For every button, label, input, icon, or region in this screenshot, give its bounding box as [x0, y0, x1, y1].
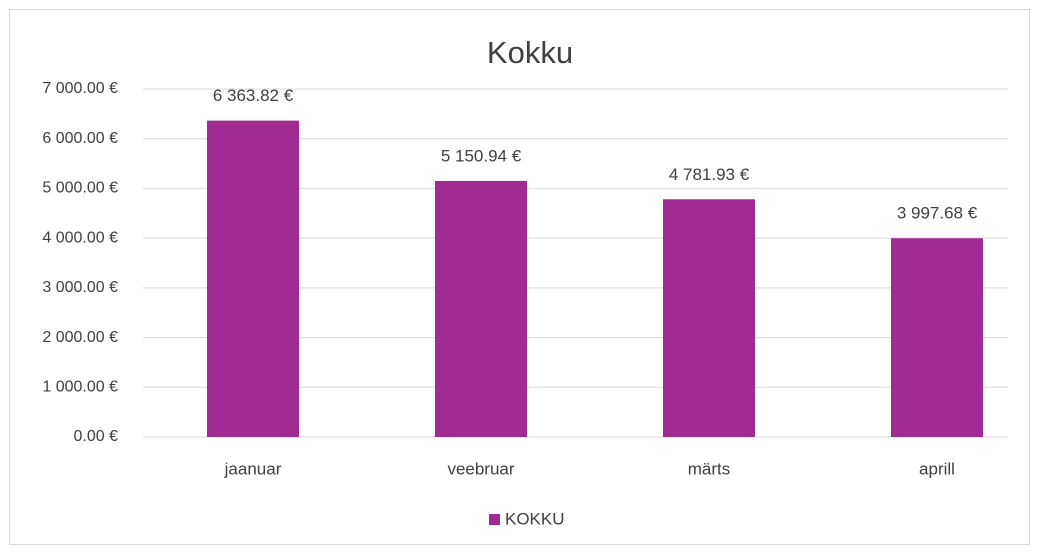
data-label: 5 150.94 € — [441, 146, 522, 165]
y-tick-label: 1 000.00 € — [42, 379, 118, 396]
y-tick-label: 6 000.00 € — [42, 130, 118, 147]
y-tick-label: 4 000.00 € — [42, 229, 118, 246]
x-tick-label: jaanuar — [224, 459, 282, 478]
bar — [207, 120, 299, 438]
chart-title: Kokku — [487, 35, 573, 70]
bar — [891, 238, 983, 437]
y-tick-label: 2 000.00 € — [42, 329, 118, 346]
legend-label: KOKKU — [505, 509, 565, 528]
bar — [663, 199, 755, 437]
data-label: 6 363.82 € — [213, 86, 294, 105]
legend-swatch — [489, 514, 500, 525]
x-tick-label: aprill — [919, 459, 955, 478]
data-label: 4 781.93 € — [669, 165, 750, 184]
y-tick-label: 3 000.00 € — [42, 279, 118, 296]
x-tick-label: veebruar — [447, 459, 514, 478]
x-tick-label: märts — [688, 459, 731, 478]
y-tick-label: 5 000.00 € — [42, 180, 118, 197]
y-tick-label: 7 000.00 € — [42, 80, 118, 97]
y-tick-label: 0.00 € — [74, 428, 119, 445]
bar — [435, 180, 527, 438]
data-label: 3 997.68 € — [897, 204, 978, 223]
